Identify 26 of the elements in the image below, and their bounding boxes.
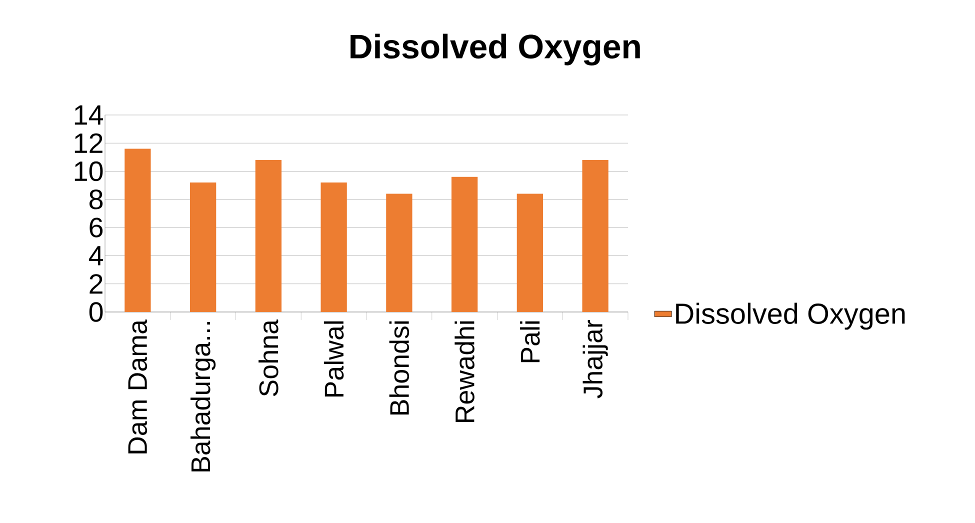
bar [582,160,608,312]
legend-label: Dissolved Oxygen [676,302,905,330]
bar [255,160,282,312]
x-tick-label: Pali [520,321,540,362]
y-tick-label: 8 [90,190,103,210]
x-tick-label: Bhondsi [389,321,410,415]
bar [124,148,151,312]
bar [190,182,216,312]
bar [451,176,478,312]
bar [516,194,544,312]
y-tick-label: 14 [74,105,103,125]
y-tick-label: 0 [89,302,103,322]
chart-title: Dissolved Oxygen [350,34,640,66]
y-tick-label: 4 [88,246,103,266]
y-tick-label: 10 [74,161,103,182]
x-tick-label: Dam Dama [128,320,148,454]
x-tick-label: Jhajjar [582,320,608,398]
y-tick-label: 2 [90,274,102,294]
x-tick-label: Sohna [258,320,278,396]
x-tick-label: Bahadurga... [190,322,216,472]
x-tick-label: Palwal [324,321,344,397]
y-tick-label: 12 [74,133,102,153]
x-tick-label: Rewadhi [454,321,474,422]
bar [320,182,347,312]
bar [386,194,412,312]
y-tick-label: 6 [90,218,103,238]
